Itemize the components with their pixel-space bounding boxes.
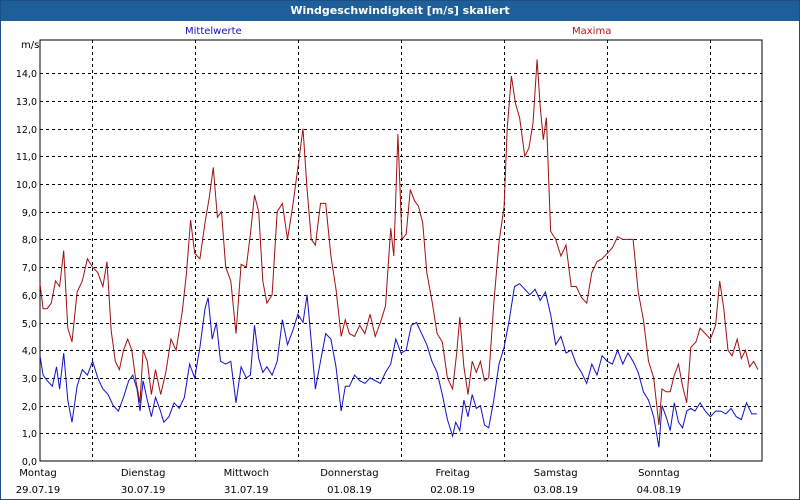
x-tick-day: Freitag (435, 468, 469, 479)
x-tick-day: Montag (19, 468, 56, 479)
y-axis-unit: m/s (21, 40, 40, 51)
x-tick-day: Dienstag (121, 468, 166, 479)
series-line-mittelwerte (39, 283, 757, 448)
legend-max: Maxima (572, 26, 612, 37)
y-tick-label: 2,0 (22, 402, 37, 413)
y-tick-label: 1,0 (22, 429, 37, 440)
x-tick-date: 30.07.19 (121, 485, 166, 496)
series-line-maxima (39, 59, 759, 426)
y-tick-label: 3,0 (22, 374, 37, 385)
y-tick-label: 13,0 (16, 97, 37, 108)
x-tick-date: 29.07.19 (16, 485, 61, 496)
x-tick-date: 01.08.19 (327, 485, 372, 496)
y-tick-label: 4,0 (22, 346, 37, 357)
y-tick-label: 6,0 (22, 291, 37, 302)
y-tick-label: 10,0 (16, 180, 37, 191)
y-tick-label: 5,0 (22, 319, 37, 330)
y-tick-label: 12,0 (16, 125, 37, 136)
x-tick-date: 02.08.19 (430, 485, 475, 496)
x-tick-day: Mittwoch (224, 468, 269, 479)
y-tick-label: 14,0 (16, 69, 37, 80)
legend-mean: Mittelwerte (185, 26, 242, 37)
y-tick-label: 8,0 (22, 235, 37, 246)
x-tick-day: Samstag (534, 468, 578, 479)
y-tick-label: 11,0 (16, 152, 37, 163)
x-tick-date: 04.08.19 (637, 485, 682, 496)
x-tick-day: Donnerstag (320, 468, 378, 479)
x-tick-day: Sonntag (638, 468, 680, 479)
y-tick-label: 7,0 (22, 263, 37, 274)
y-tick-label: 0,0 (22, 457, 37, 468)
x-tick-date: 03.08.19 (533, 485, 578, 496)
window-title: Windgeschwindigkeit [m/s] skaliert (1, 1, 799, 21)
y-tick-label: 9,0 (22, 208, 37, 219)
x-tick-date: 31.07.19 (224, 485, 269, 496)
